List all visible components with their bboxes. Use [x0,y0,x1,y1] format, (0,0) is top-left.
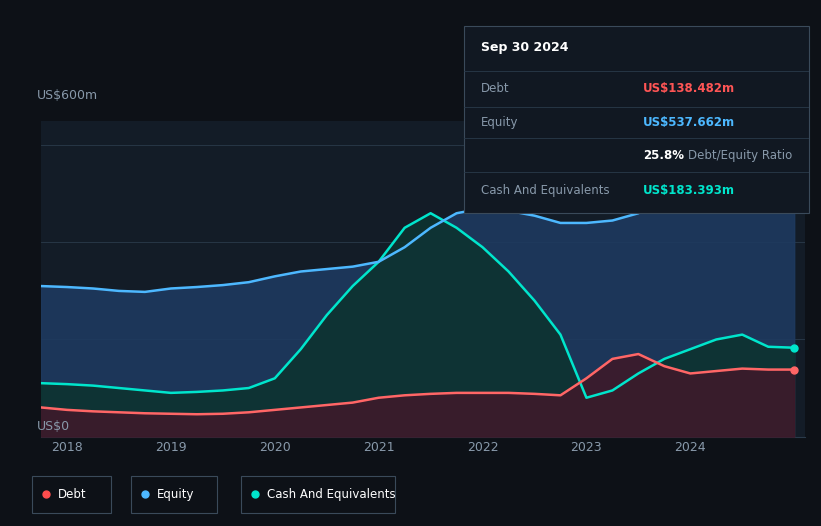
Text: US$183.393m: US$183.393m [643,184,735,197]
Text: US$600m: US$600m [37,89,99,103]
Text: Debt: Debt [481,83,510,95]
Text: Cash And Equivalents: Cash And Equivalents [481,184,610,197]
Text: US$0: US$0 [37,420,71,433]
Text: Debt: Debt [58,488,87,501]
Text: 25.8%: 25.8% [643,149,684,161]
FancyBboxPatch shape [241,476,395,513]
Text: Sep 30 2024: Sep 30 2024 [481,41,569,54]
FancyBboxPatch shape [131,476,218,513]
Text: Equity: Equity [481,116,519,129]
Text: Equity: Equity [157,488,195,501]
Text: US$537.662m: US$537.662m [643,116,736,129]
Text: Debt/Equity Ratio: Debt/Equity Ratio [688,149,792,161]
Text: Cash And Equivalents: Cash And Equivalents [267,488,396,501]
FancyBboxPatch shape [464,26,809,213]
Text: US$138.482m: US$138.482m [643,83,736,95]
FancyBboxPatch shape [32,476,111,513]
